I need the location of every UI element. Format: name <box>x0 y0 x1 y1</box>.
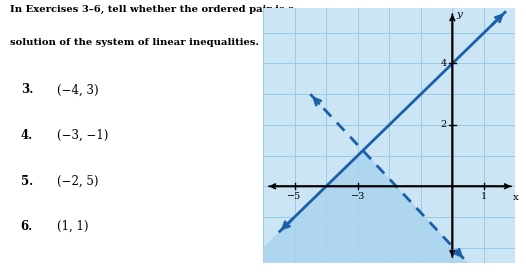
Polygon shape <box>263 150 468 263</box>
Text: −5: −5 <box>287 192 302 201</box>
Text: y: y <box>456 10 462 19</box>
Text: (−2, 5): (−2, 5) <box>57 175 98 188</box>
Text: (1, 1): (1, 1) <box>57 220 88 233</box>
Text: 2: 2 <box>440 120 447 129</box>
Text: 5.: 5. <box>21 175 33 188</box>
Text: −3: −3 <box>350 192 365 201</box>
Text: 6.: 6. <box>21 220 33 233</box>
Text: x: x <box>513 193 519 202</box>
Text: (−4, 3): (−4, 3) <box>57 83 98 96</box>
Text: In Exercises 3–6, tell whether the ordered pair is a: In Exercises 3–6, tell whether the order… <box>11 5 295 15</box>
Text: 4: 4 <box>440 59 447 68</box>
Text: 4.: 4. <box>21 129 33 142</box>
Text: (−3, −1): (−3, −1) <box>57 129 108 142</box>
Text: solution of the system of linear inequalities.: solution of the system of linear inequal… <box>11 38 259 47</box>
Text: 1: 1 <box>481 192 487 201</box>
Text: 3.: 3. <box>21 83 33 96</box>
